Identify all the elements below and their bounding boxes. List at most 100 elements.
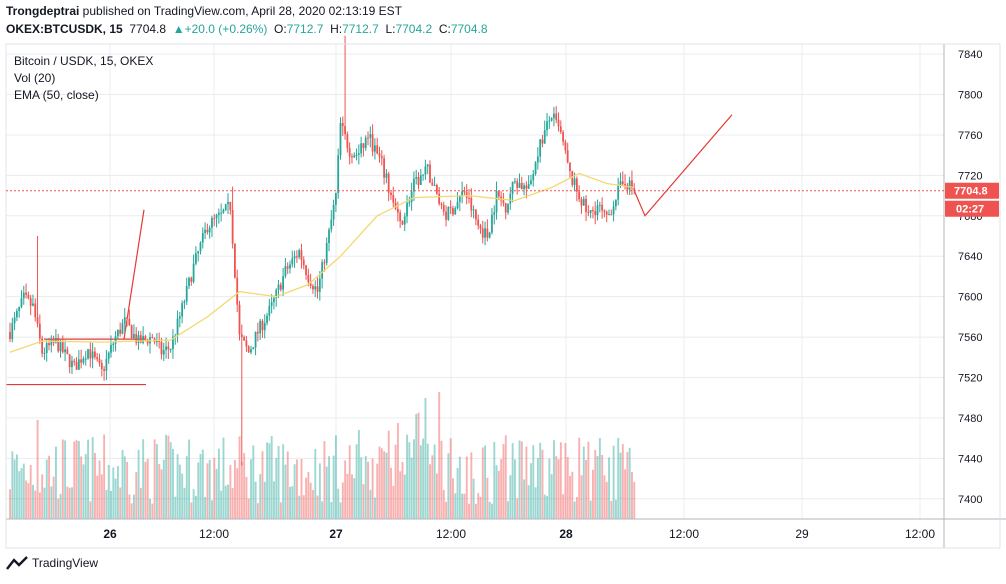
candle-body xyxy=(621,181,624,185)
candle-body xyxy=(208,227,211,233)
volume-bar xyxy=(357,430,360,519)
candle-body xyxy=(254,331,257,348)
volume-bar xyxy=(470,452,473,519)
candle-body xyxy=(295,256,298,258)
candle-body xyxy=(429,164,431,183)
volume-bar xyxy=(578,437,581,519)
candle-body xyxy=(433,185,436,187)
candle-body xyxy=(417,176,420,185)
candle-body xyxy=(50,339,53,346)
candle-body xyxy=(330,219,333,230)
candle-body xyxy=(84,358,87,360)
candle-body xyxy=(479,225,482,229)
volume-bar xyxy=(114,478,117,519)
volume-bar xyxy=(263,481,266,519)
candle-body xyxy=(401,221,404,225)
candle-body xyxy=(332,204,335,220)
volume-bar xyxy=(491,503,493,519)
published-text: published on TradingView.com, April 28, … xyxy=(79,4,403,18)
candle-body xyxy=(279,284,282,290)
volume-bar xyxy=(493,441,496,519)
volume-bar xyxy=(110,490,112,519)
candle-body xyxy=(575,178,578,192)
volume-bar xyxy=(497,470,500,519)
candle-body xyxy=(112,343,115,346)
legend-symbol[interactable]: Bitcoin / USDK, 15, OKEX xyxy=(14,54,154,68)
candle-body xyxy=(587,211,590,213)
volume-bar xyxy=(339,502,342,519)
volume-bar xyxy=(142,439,145,519)
candle-body xyxy=(96,357,99,360)
volume-bar xyxy=(18,471,21,519)
candle-body xyxy=(77,359,80,370)
candle-body xyxy=(447,207,450,220)
publisher-name[interactable]: Trongdeptrai xyxy=(6,4,80,18)
ema-polyline xyxy=(9,172,635,353)
candle-body xyxy=(509,193,512,204)
volume-bar xyxy=(68,487,71,519)
countdown-tag xyxy=(945,200,999,217)
volume-bar xyxy=(11,451,14,519)
candle-body xyxy=(107,352,110,359)
candle-body xyxy=(245,340,248,347)
volume-bar xyxy=(77,440,80,519)
volume-bar xyxy=(323,441,326,519)
volume-bar xyxy=(250,459,252,519)
volume-bar xyxy=(188,439,191,519)
x-tick-label: 12:00 xyxy=(199,527,229,541)
candle-body xyxy=(566,150,569,163)
legend-ema[interactable]: EMA (50, close) xyxy=(14,88,99,102)
volume-bar xyxy=(100,474,103,519)
volume-bar xyxy=(452,478,454,519)
volume-bar xyxy=(456,467,459,519)
candle-body xyxy=(116,329,119,337)
candle-body xyxy=(608,214,610,216)
volume-bar xyxy=(153,439,156,519)
volume-bar xyxy=(573,501,576,519)
candle-body xyxy=(323,262,326,264)
volume-bar xyxy=(429,464,431,519)
candle-body xyxy=(493,212,496,215)
volume-bar xyxy=(486,477,489,519)
legend-volume[interactable]: Vol (20) xyxy=(14,71,56,85)
volume-bar xyxy=(277,445,280,519)
ohlc-c-label: C: xyxy=(438,22,451,36)
candle-body xyxy=(550,118,553,121)
volume-bar xyxy=(575,497,578,519)
volume-bar xyxy=(105,490,108,519)
candle-body xyxy=(165,346,167,351)
volume-bars xyxy=(9,391,636,519)
volume-bar xyxy=(539,442,542,519)
candle-body xyxy=(238,304,241,335)
volume-bar xyxy=(387,430,390,519)
volume-bar xyxy=(495,465,498,519)
volume-bar xyxy=(15,454,18,519)
candle-body xyxy=(286,266,289,269)
candle-body xyxy=(571,171,574,185)
volume-bar xyxy=(520,441,523,519)
volume-bar xyxy=(449,438,452,519)
volume-bar xyxy=(566,456,569,519)
volume-bar xyxy=(351,474,353,519)
volume-bar xyxy=(585,459,588,519)
footer-brand[interactable]: TradingView xyxy=(32,556,99,570)
ohlc-h: 7712.7 xyxy=(342,22,379,36)
candle-body xyxy=(243,337,245,341)
candle-body xyxy=(592,210,594,212)
candle-body xyxy=(553,113,555,119)
candle-body xyxy=(614,199,617,207)
volume-bar xyxy=(307,471,310,519)
volume-bar xyxy=(330,502,333,519)
volume-bar xyxy=(626,452,629,519)
volume-bar xyxy=(211,500,213,519)
volume-bar xyxy=(48,455,51,519)
candle-body xyxy=(201,232,204,243)
volume-bar xyxy=(543,494,546,519)
candle-body xyxy=(38,323,41,339)
candle-body xyxy=(64,349,66,353)
last-price: 7704.8 xyxy=(129,22,167,36)
volume-bar xyxy=(481,447,484,519)
candle-body xyxy=(314,286,317,290)
candle-body xyxy=(94,351,96,358)
